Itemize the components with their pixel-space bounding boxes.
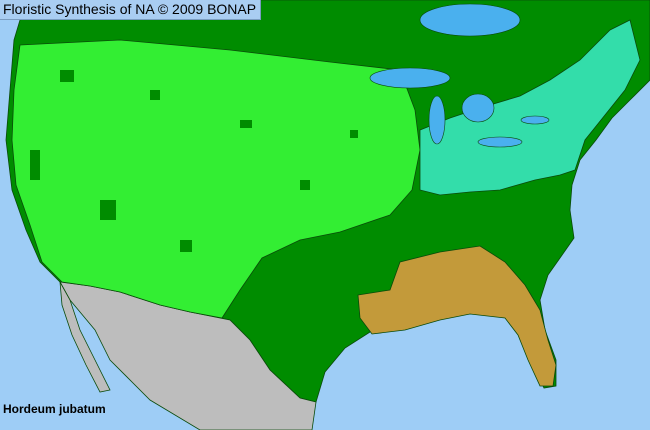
baja-california <box>59 281 111 393</box>
gold-southeast-region <box>357 245 557 387</box>
aqua-region <box>419 19 641 196</box>
species-name: Hordeum jubatum <box>3 402 106 416</box>
dark-county-patches <box>30 70 358 252</box>
great-lakes <box>369 3 550 148</box>
map-title: Floristic Synthesis of NA © 2009 BONAP <box>0 0 262 20</box>
